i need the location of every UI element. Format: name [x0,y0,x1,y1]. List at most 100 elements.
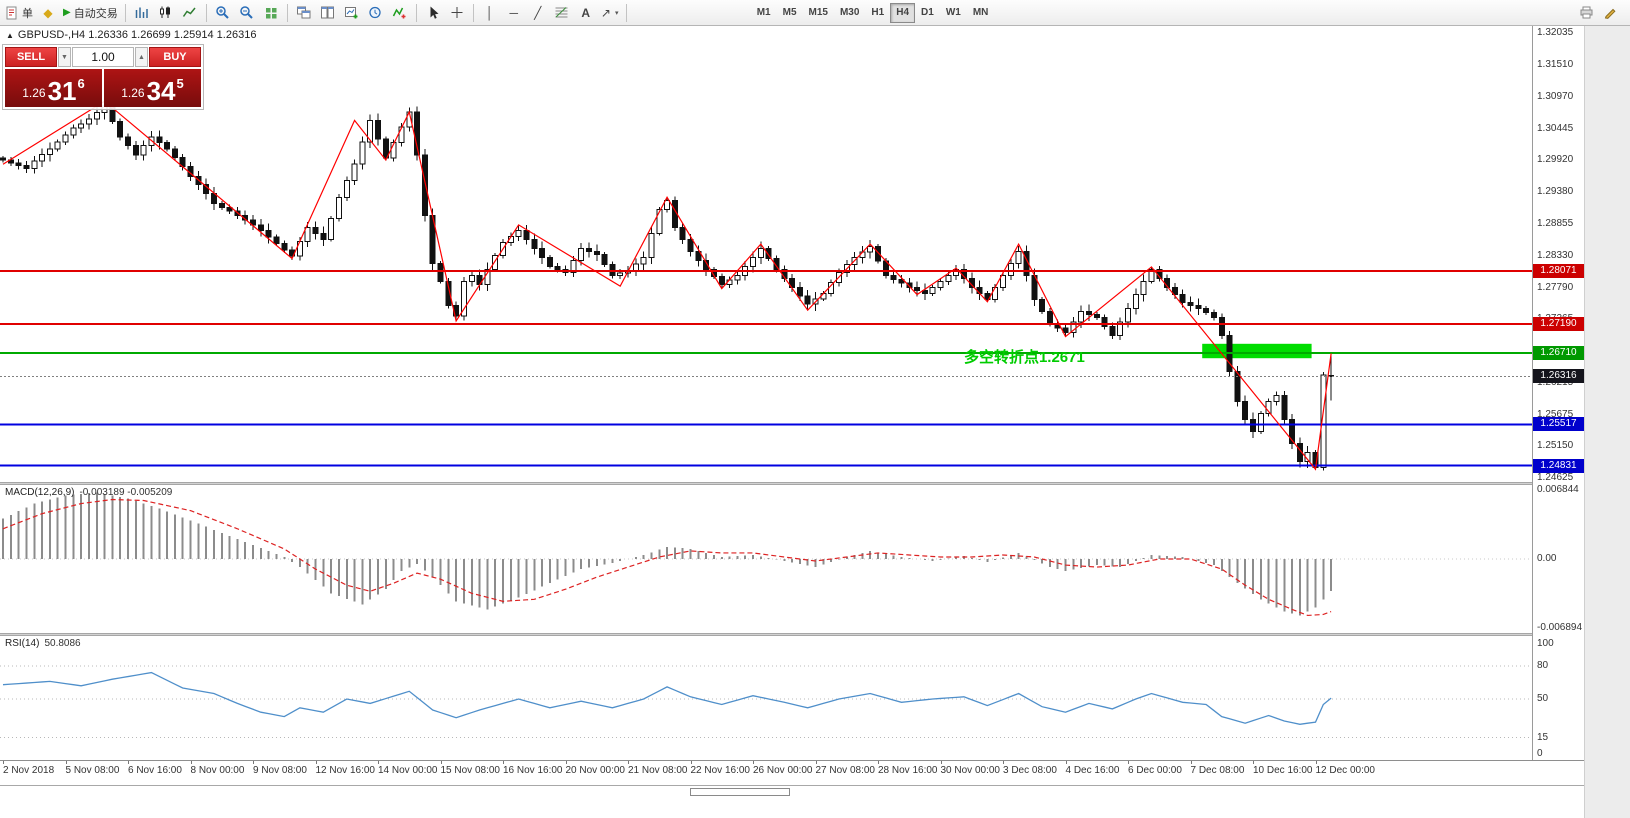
print-button[interactable] [1574,2,1598,24]
timeframe-w1[interactable]: W1 [940,3,967,23]
time-tick [565,761,567,764]
zoom-out-button[interactable] [235,2,259,24]
horizontal-line-icon: ─ [509,5,518,20]
pencil-icon [1603,5,1618,20]
toolbar-separator [625,3,627,22]
price-chart-canvas[interactable]: 多空转折点1.2671 [0,26,1532,482]
sell-price-panel[interactable]: 1.26 31 6 [5,69,102,107]
date-label: 9 Nov 08:00 [253,765,307,776]
price-axis-label: 1.25675 [1537,408,1574,420]
buy-price-panel[interactable]: 1.26 34 5 [104,69,201,107]
price-marker: 1.28071 [1533,264,1584,279]
fibonacci-button[interactable] [550,2,574,24]
time-tick [253,761,254,764]
macd-canvas[interactable] [0,485,1532,633]
buy-button[interactable]: BUY [149,47,201,67]
zoom-in-button[interactable] [211,2,235,24]
time-tick [315,761,317,764]
indicators-button[interactable] [388,2,412,24]
horizontal-line-button[interactable]: ─ [502,2,526,24]
date-label: 30 Nov 00:00 [940,765,1001,776]
volume-up-button[interactable]: ▲ [135,47,148,67]
timeframe-h1[interactable]: H1 [865,3,890,23]
new-order-icon [5,6,19,20]
play-icon: ▶ [63,6,71,18]
volume-down-button[interactable]: ▼ [58,47,71,67]
metaquotes-button[interactable]: ◆ [36,2,60,24]
cursor-button[interactable] [421,2,445,24]
sell-button[interactable]: SELL [5,47,57,67]
sell-price-sup: 6 [77,76,85,91]
fibonacci-icon [554,5,569,20]
macd-pane[interactable]: MACD(12,26,9) -0.003189 -0.005209 [0,485,1532,633]
diamond-icon: ◆ [43,5,53,20]
timeframe-d1[interactable]: D1 [915,3,940,23]
new-order-button[interactable]: 单 [2,2,36,24]
volume-input[interactable] [72,47,134,67]
cascade-windows-icon [296,5,311,20]
pane-splitter[interactable] [0,482,1584,485]
toolbar-separator [286,3,288,22]
toolbar-right-group [1574,2,1622,24]
arrows-tool-button[interactable]: ↗ ▾ [598,2,622,24]
price-marker: 1.24831 [1533,458,1584,473]
tile-windows-button[interactable] [316,2,340,24]
vertical-line-button[interactable]: │ [478,2,502,24]
toolbar-separator [415,3,417,22]
date-label: 8 Nov 00:00 [190,765,245,776]
period-button[interactable] [364,2,388,24]
trendline-icon: ╱ [534,5,542,20]
bar-chart-icon [134,5,149,20]
scrollbar-thumb[interactable] [690,788,790,796]
line-chart-button[interactable] [178,2,202,24]
auto-arrange-button[interactable] [259,2,283,24]
timeframe-m15[interactable]: M15 [803,3,834,23]
price-marker: 1.26316 [1533,369,1584,384]
one-click-trading-panel: SELL ▼ ▲ BUY 1.26 31 6 1.26 34 5 [2,44,204,110]
timeframe-m1[interactable]: M1 [751,3,777,23]
bar-chart-button[interactable] [130,2,154,24]
cascade-windows-button[interactable] [292,2,316,24]
timeframe-m30[interactable]: M30 [834,3,865,23]
trendline-button[interactable]: ╱ [526,2,550,24]
price-chart-pane[interactable]: 多空转折点1.2671 ▲ GBPUSD-,H4 1.26336 1.26699… [0,26,1532,482]
date-label: 3 Dec 08:00 [1003,765,1057,776]
chevron-down-icon: ▾ [614,9,619,17]
price-scale[interactable]: 1.32035 1.31510 1.30970 1.30445 1.29920 1.293… [1532,26,1584,760]
indicators-icon [392,5,407,20]
timeframe-mn[interactable]: MN [967,3,995,23]
pane-splitter[interactable] [0,633,1584,636]
macd-axis-label: 0.00 [1537,553,1557,564]
rsi-name: RSI(14) [5,638,40,649]
timeframe-h4[interactable]: H4 [890,2,916,23]
date-label: 20 Nov 00:00 [565,765,626,776]
candlestick-chart-button[interactable] [154,2,178,24]
svg-text:多空转折点1.2671: 多空转折点1.2671 [964,348,1085,366]
toolbar: 单 ◆ ▶ 自动交易 [0,0,1630,26]
edit-button[interactable] [1598,2,1622,24]
rsi-pane[interactable]: RSI(14) 50.8086 [0,636,1532,760]
text-tool-button[interactable]: A [574,2,598,24]
right-gutter [1584,26,1630,818]
rsi-canvas[interactable] [0,636,1532,760]
toolbar-separator [472,3,474,22]
clock-icon [368,5,383,20]
autotrading-button[interactable]: ▶ 自动交易 [60,2,121,24]
price-axis-label: 1.24625 [1537,472,1574,484]
time-axis[interactable]: 2 Nov 2018 5 Nov 08:00 6 Nov 16:00 8 Nov 00… [0,761,1584,785]
new-chart-button[interactable] [340,2,364,24]
crosshair-button[interactable] [445,2,469,24]
time-tick [690,761,692,764]
time-tick [3,761,4,764]
candlestick-chart-icon [158,5,173,20]
date-label: 10 Dec 16:00 [1253,765,1313,776]
rsi-value: 50.8086 [44,638,81,649]
cursor-icon [426,5,440,20]
time-tick [628,761,629,764]
date-label: 6 Dec 00:00 [1128,765,1182,776]
buy-price-sup: 5 [176,76,184,91]
timeframe-m5[interactable]: M5 [777,3,803,23]
zoom-in-icon [215,5,230,20]
macd-label: MACD(12,26,9) -0.003189 -0.005209 [5,487,172,498]
rsi-axis-label: 0 [1537,748,1543,759]
